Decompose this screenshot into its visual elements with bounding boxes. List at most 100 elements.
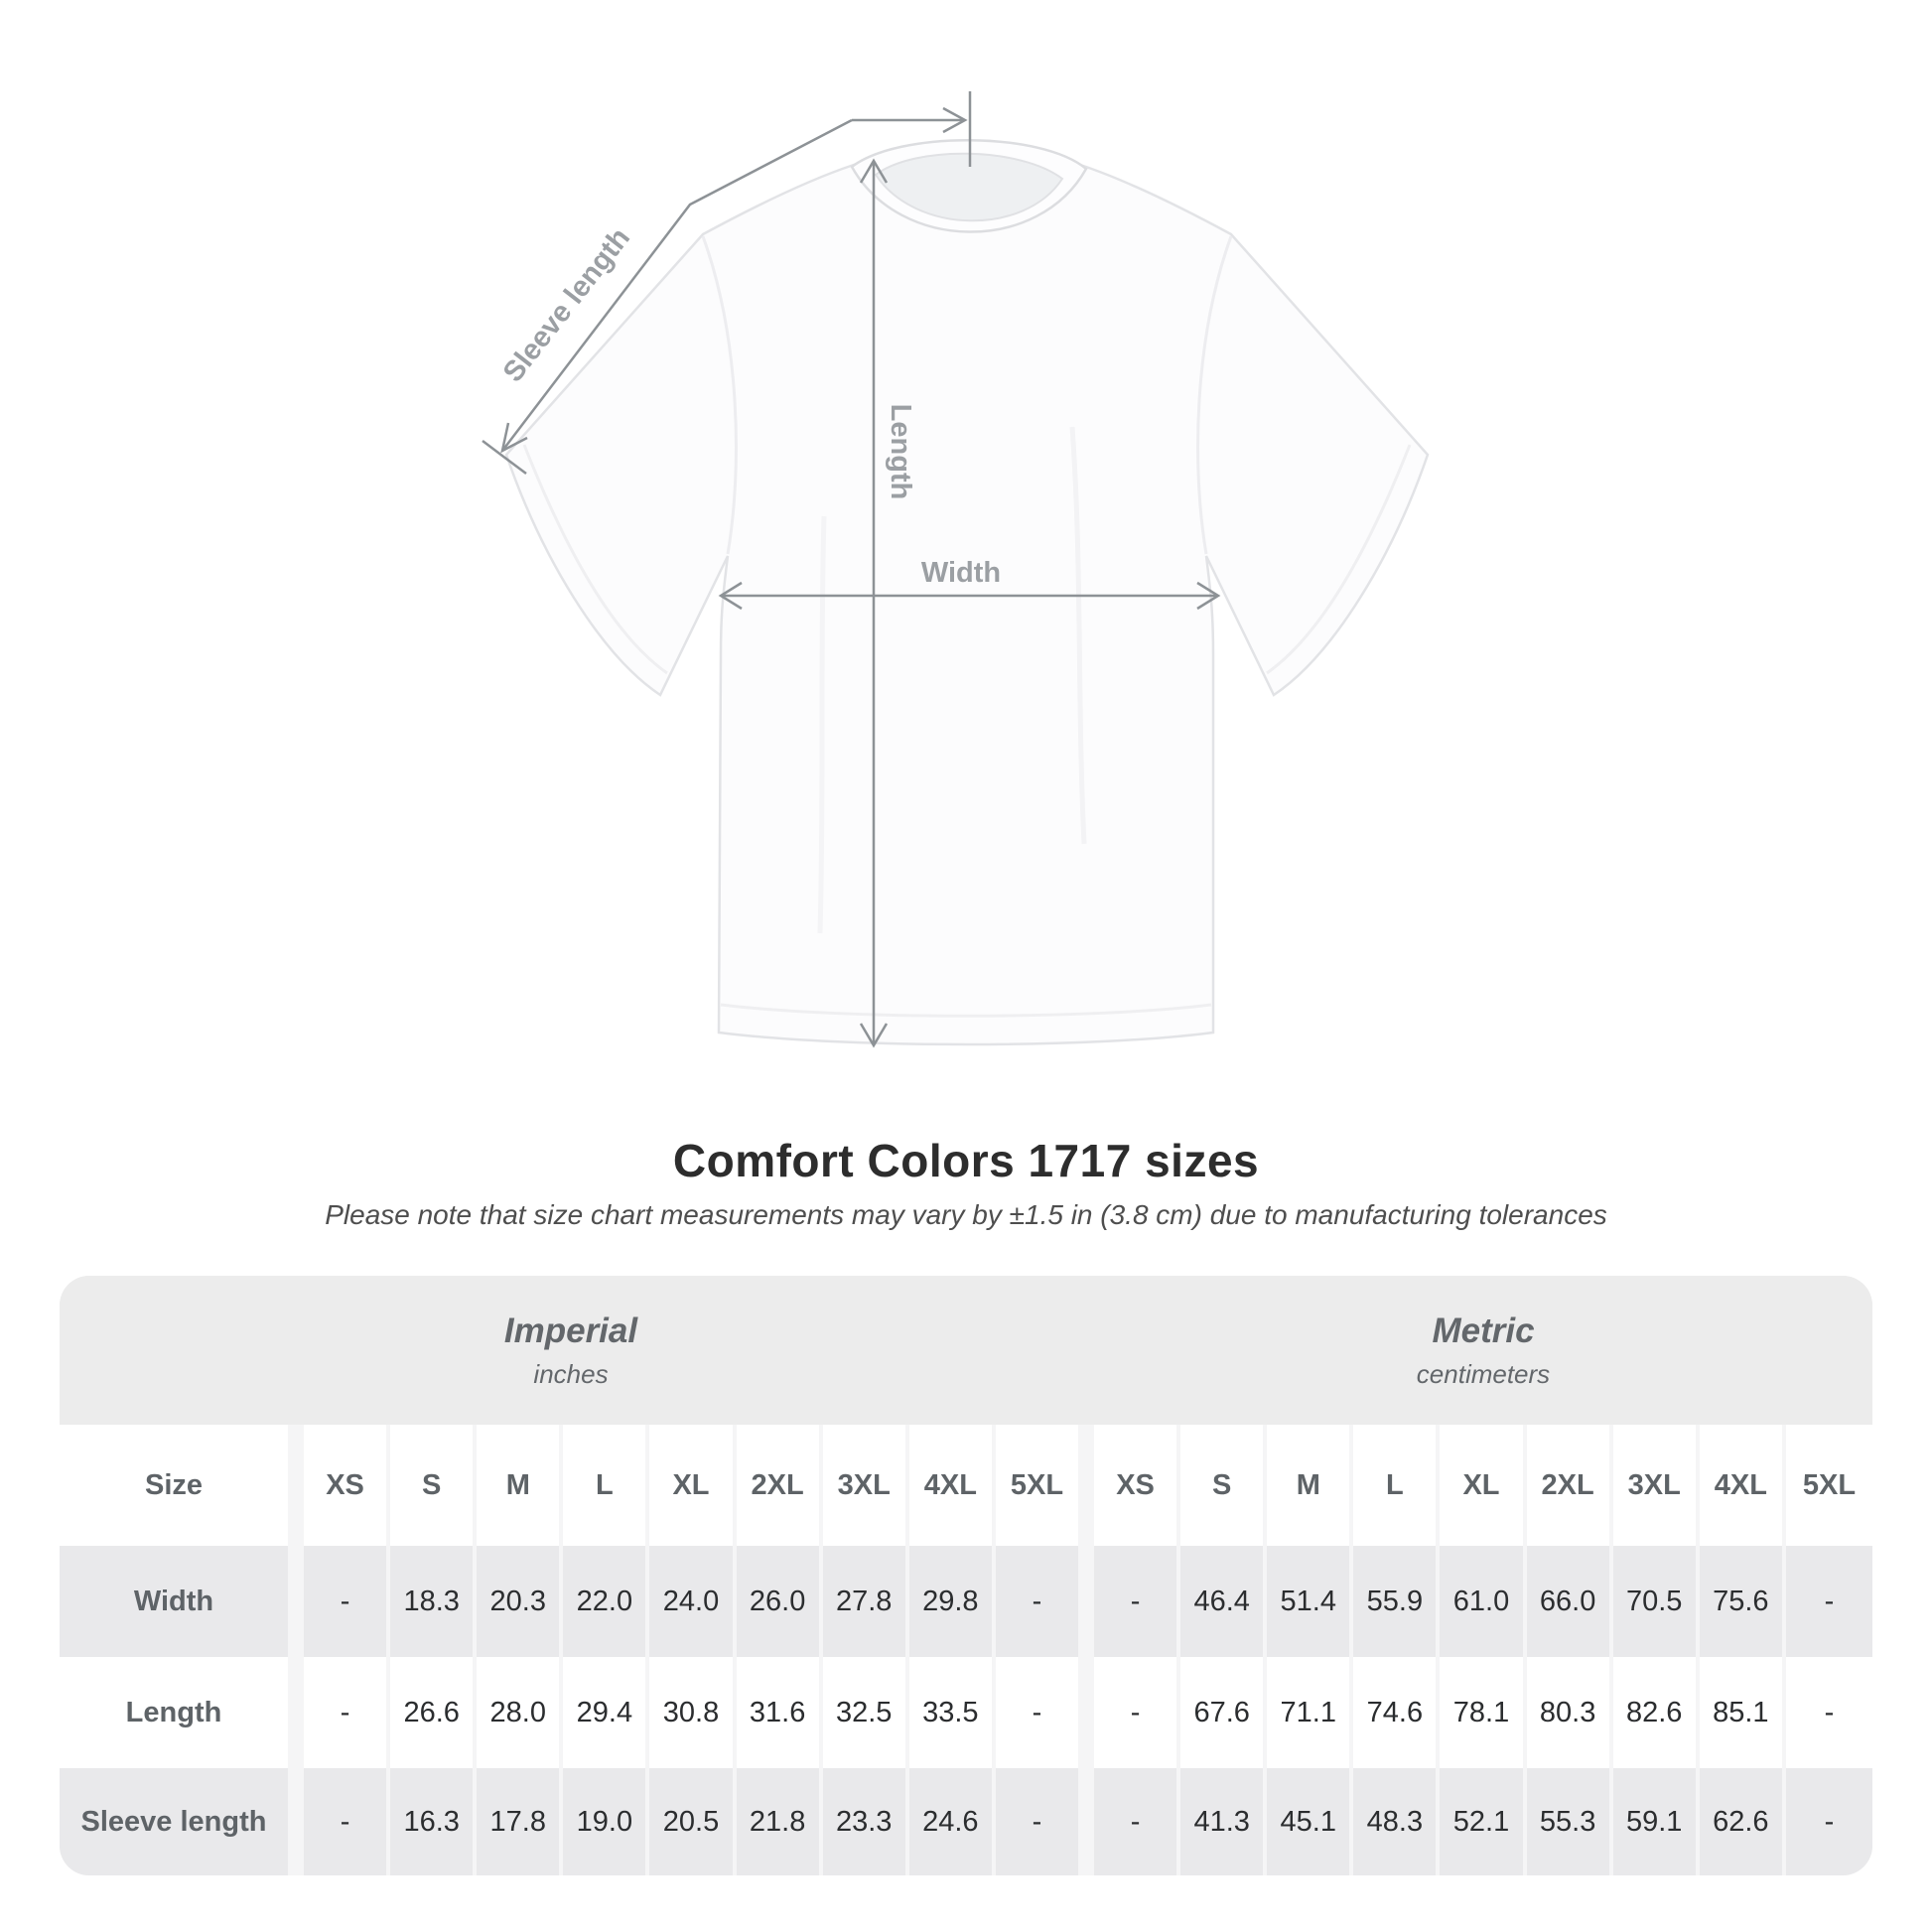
- measurement-cell: 30.8: [649, 1657, 737, 1768]
- measurement-cell: 61.0: [1440, 1546, 1527, 1657]
- row-label: Sleeve length: [60, 1768, 292, 1875]
- tshirt-measurement-diagram: Sleeve length Length Width: [482, 91, 1430, 1048]
- measurement-cell: 75.6: [1699, 1546, 1786, 1657]
- fabric-crease: [817, 515, 827, 934]
- length-label: Length: [885, 404, 916, 500]
- measurement-cell: 32.5: [822, 1657, 909, 1768]
- size-header-metric: XS: [1094, 1425, 1181, 1546]
- size-header-imperial: M: [477, 1425, 564, 1546]
- measurement-cell: 48.3: [1353, 1768, 1441, 1875]
- measurement-cell: 24.0: [649, 1546, 737, 1657]
- armhole-seam-left: [701, 235, 738, 555]
- size-header-metric: 2XL: [1526, 1425, 1613, 1546]
- size-header-metric: 3XL: [1612, 1425, 1700, 1546]
- measurement-cell: -: [304, 1657, 391, 1768]
- size-column-header: Size: [60, 1425, 292, 1546]
- row-label: Length: [60, 1657, 292, 1768]
- measurement-cell: 71.1: [1267, 1657, 1354, 1768]
- imperial-group-subtitle: inches: [533, 1358, 609, 1389]
- sleeve-hem-seam-left: [522, 444, 668, 675]
- column-divider: [1082, 1425, 1094, 1546]
- measurement-cell: 22.0: [563, 1546, 650, 1657]
- measurement-cell: -: [1785, 1657, 1872, 1768]
- row-label: Width: [60, 1546, 292, 1657]
- measurement-cell: 67.6: [1180, 1657, 1268, 1768]
- size-header-imperial: XS: [304, 1425, 391, 1546]
- measurement-cell: 82.6: [1612, 1657, 1700, 1768]
- page-title: Comfort Colors 1717 sizes: [672, 1135, 1260, 1186]
- arrowhead-down-icon: [859, 1023, 889, 1048]
- imperial-group-title: Imperial: [503, 1311, 638, 1350]
- size-header-imperial: S: [390, 1425, 478, 1546]
- measurement-cell: 29.8: [908, 1546, 996, 1657]
- sleeve-hem-seam-right: [1266, 444, 1412, 675]
- measurement-cell: 33.5: [908, 1657, 996, 1768]
- measurement-cell: 28.0: [477, 1657, 564, 1768]
- arrowhead-left-icon: [718, 581, 743, 611]
- metric-group-header: Metric centimeters: [1094, 1276, 1872, 1425]
- column-divider: [1082, 1546, 1094, 1657]
- measurement-cell: -: [1094, 1657, 1181, 1768]
- armhole-seam-right: [1196, 235, 1233, 555]
- column-divider: [292, 1768, 304, 1875]
- imperial-group-header: Imperial inches: [60, 1276, 1082, 1425]
- measurement-cell: 51.4: [1267, 1546, 1354, 1657]
- arrowhead-right-icon: [1196, 581, 1221, 611]
- measurement-cell: 59.1: [1612, 1768, 1700, 1875]
- size-header-imperial: 4XL: [908, 1425, 996, 1546]
- measurement-cell: 18.3: [390, 1546, 478, 1657]
- measurement-cell: -: [995, 1657, 1082, 1768]
- measurement-cell: 85.1: [1699, 1657, 1786, 1768]
- measurement-cell: -: [995, 1546, 1082, 1657]
- measurement-cell: 46.4: [1180, 1546, 1268, 1657]
- measurement-cell: -: [1094, 1768, 1181, 1875]
- measurement-cell: 20.3: [477, 1546, 564, 1657]
- width-label: Width: [921, 557, 1001, 589]
- collar-opening: [874, 152, 1064, 222]
- arrowhead-right-icon: [942, 106, 968, 134]
- column-divider: [1082, 1657, 1094, 1768]
- sleeve-length-line: [501, 118, 853, 452]
- measurement-cell: 66.0: [1526, 1546, 1613, 1657]
- column-divider: [292, 1425, 304, 1546]
- measurement-cell: 55.3: [1526, 1768, 1613, 1875]
- measurement-cell: 24.6: [908, 1768, 996, 1875]
- measurement-cell: 27.8: [822, 1546, 909, 1657]
- sleeve-end-tick: [482, 440, 527, 475]
- bottom-hem-seam: [720, 1003, 1212, 1018]
- measurement-cell: -: [995, 1768, 1082, 1875]
- size-table: Imperial inches Metric centimeters Size X…: [60, 1276, 1872, 1875]
- arrowhead-downleft-icon: [500, 422, 528, 454]
- size-header-imperial: L: [563, 1425, 650, 1546]
- measurement-cell: 74.6: [1353, 1657, 1441, 1768]
- size-table-panel: Imperial inches Metric centimeters Size X…: [60, 1276, 1872, 1875]
- measurement-cell: 41.3: [1180, 1768, 1268, 1875]
- size-header-imperial: 5XL: [995, 1425, 1082, 1546]
- measurement-cell: 78.1: [1440, 1657, 1527, 1768]
- measurement-cell: 26.0: [736, 1546, 823, 1657]
- measurement-cell: 80.3: [1526, 1657, 1613, 1768]
- size-header-metric: 4XL: [1699, 1425, 1786, 1546]
- measurement-cell: 19.0: [563, 1768, 650, 1875]
- arrowhead-up-icon: [859, 158, 889, 184]
- size-header-metric: XL: [1440, 1425, 1527, 1546]
- measurement-cell: 31.6: [736, 1657, 823, 1768]
- measurement-cell: 26.6: [390, 1657, 478, 1768]
- measurement-cell: -: [1785, 1546, 1872, 1657]
- page-subtitle: Please note that size chart measurements…: [325, 1199, 1607, 1230]
- measurement-cell: -: [304, 1546, 391, 1657]
- size-header-metric: L: [1353, 1425, 1441, 1546]
- measurement-cell: 16.3: [390, 1768, 478, 1875]
- measurement-cell: 52.1: [1440, 1768, 1527, 1875]
- measurement-cell: 45.1: [1267, 1768, 1354, 1875]
- measurement-cell: 70.5: [1612, 1546, 1700, 1657]
- metric-group-subtitle: centimeters: [1416, 1358, 1551, 1389]
- fabric-crease: [1069, 426, 1087, 845]
- size-header-metric: 5XL: [1785, 1425, 1872, 1546]
- measurement-cell: -: [1785, 1768, 1872, 1875]
- measurement-cell: 62.6: [1699, 1768, 1786, 1875]
- measurement-cell: 21.8: [736, 1768, 823, 1875]
- measurement-cell: 17.8: [477, 1768, 564, 1875]
- column-divider: [1082, 1768, 1094, 1875]
